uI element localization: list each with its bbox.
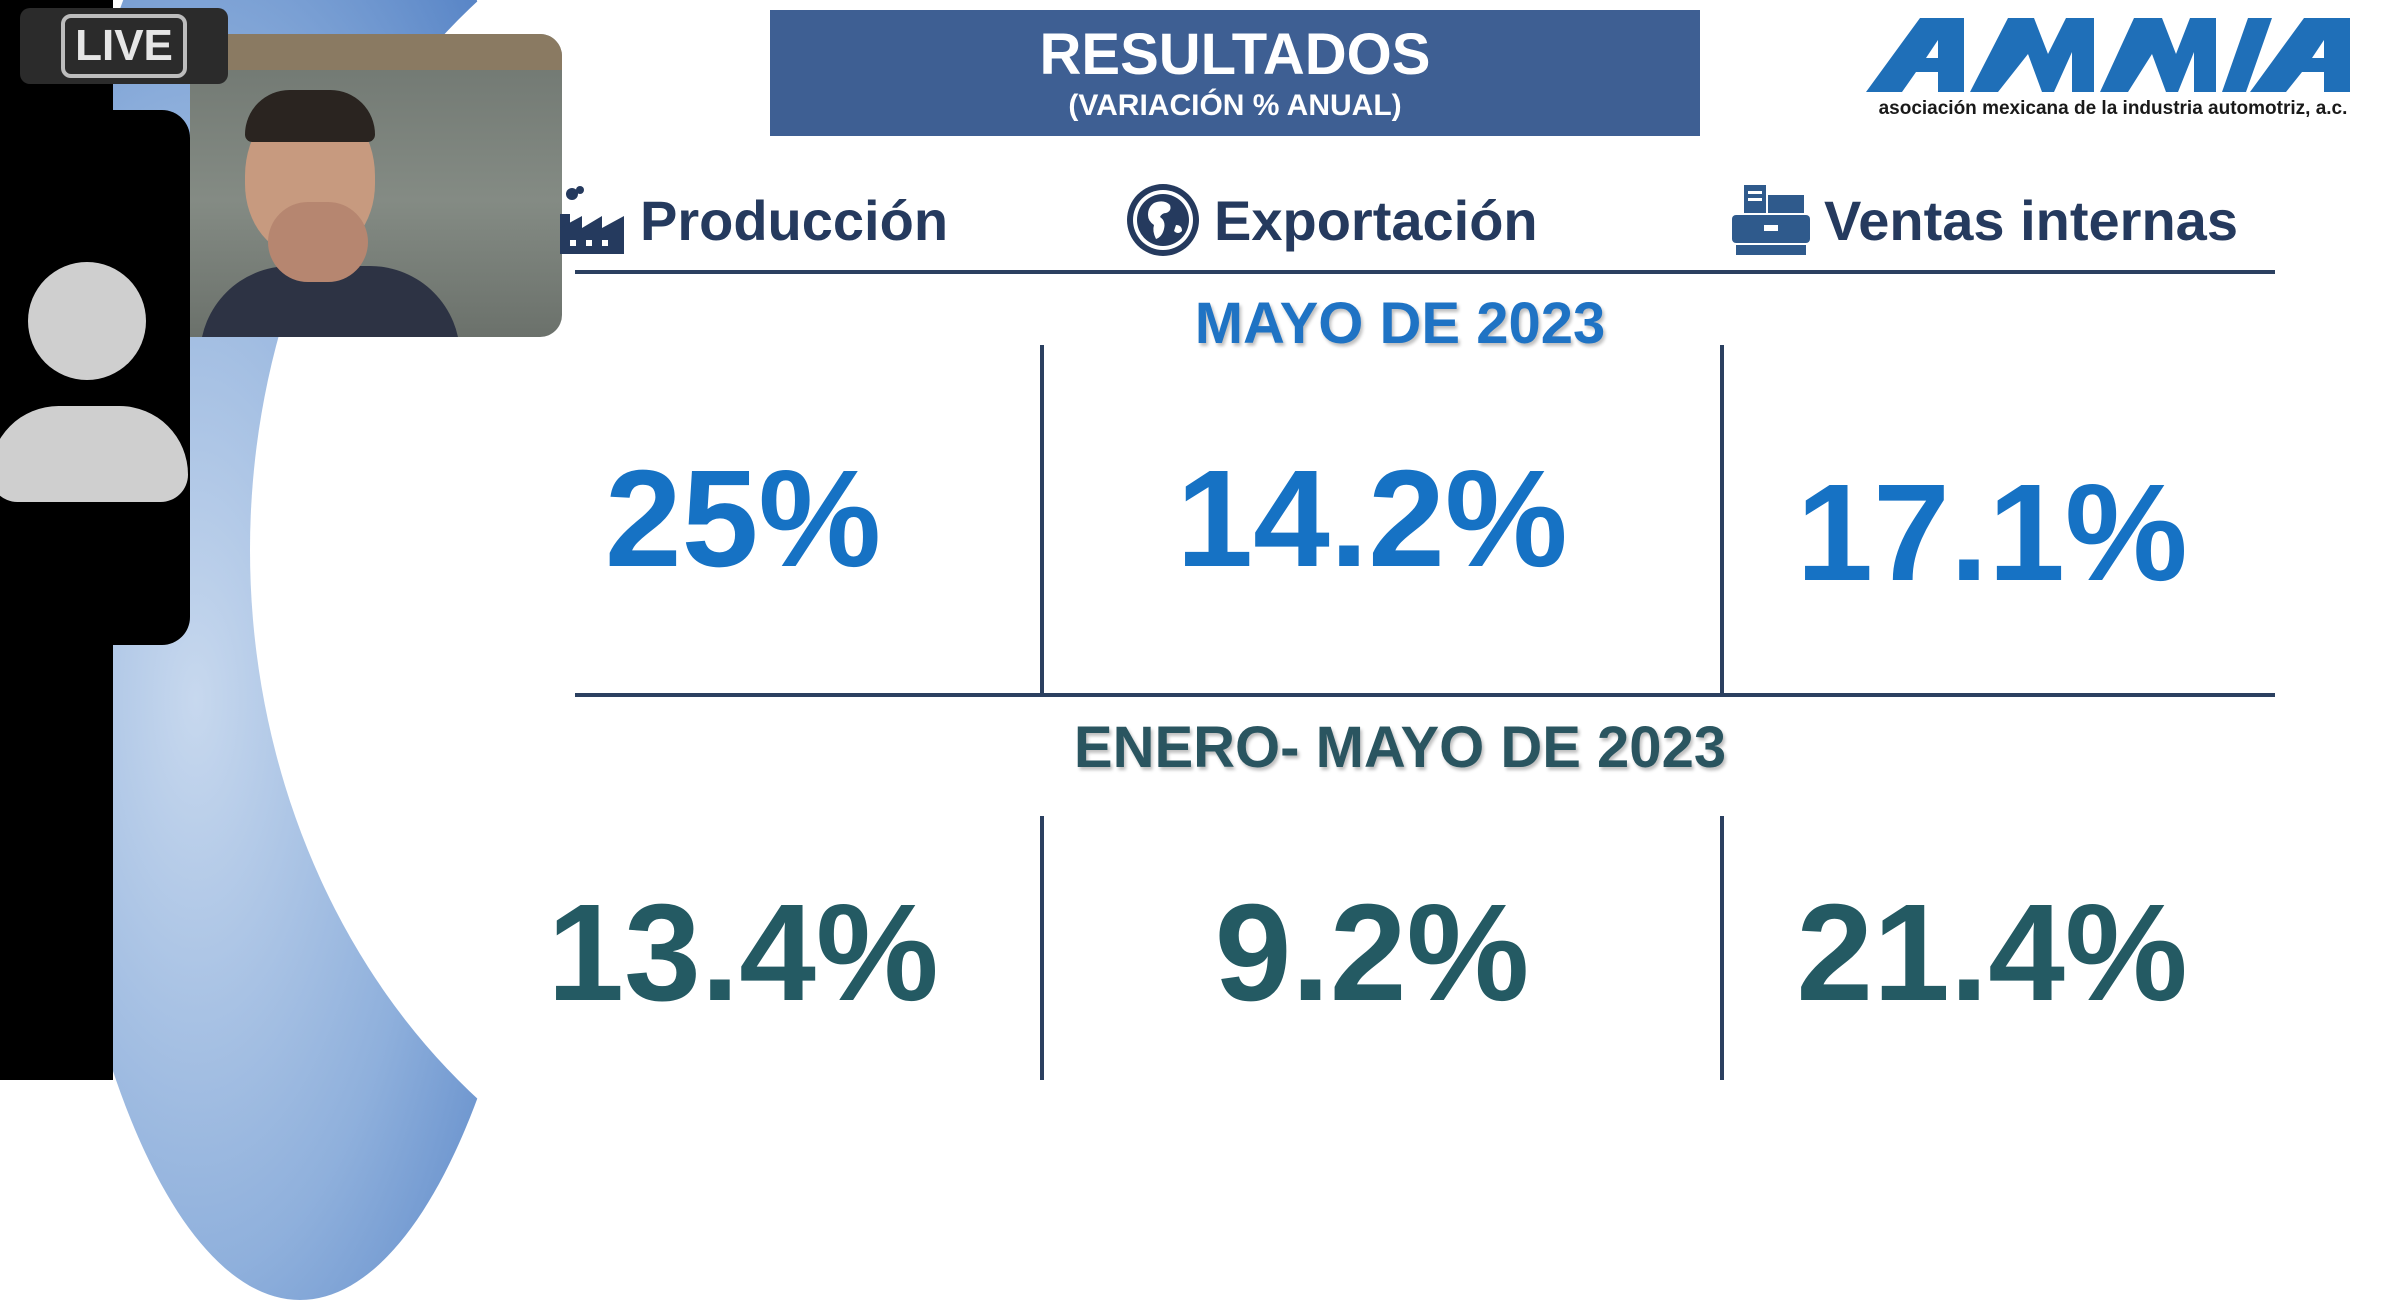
participant-tile[interactable] — [0, 110, 190, 645]
column-label: Producción — [640, 188, 949, 252]
speaker-hair — [245, 90, 375, 142]
slide-title: RESULTADOS — [1039, 22, 1431, 87]
header-divider — [575, 270, 2275, 274]
avatar-placeholder-body — [0, 406, 188, 502]
amia-logo — [1866, 18, 2350, 92]
column-label: Exportación — [1214, 188, 1538, 252]
live-label: LIVE — [61, 14, 187, 78]
period-title-mayo: MAYO DE 2023 — [1194, 291, 1606, 356]
period-title-enero-mayo: ENERO- MAYO DE 2023 — [1073, 715, 1727, 780]
value-enero-ventas: 21.4% — [1796, 876, 2188, 1030]
value-enero-produccion: 13.4% — [547, 876, 939, 1030]
column-divider — [1720, 816, 1724, 1080]
column-label: Ventas internas — [1824, 188, 2238, 252]
live-badge: LIVE — [20, 8, 228, 84]
cash-register-icon — [1732, 185, 1810, 255]
speaker-hands — [268, 202, 368, 282]
speaker-video[interactable] — [190, 34, 562, 337]
slide-background — [560, 0, 2400, 1080]
section-divider — [575, 693, 2275, 697]
column-header-exportacion: Exportación — [1124, 170, 1538, 270]
value-mayo-produccion: 25% — [604, 442, 882, 596]
column-divider — [1040, 816, 1044, 1080]
globe-icon — [1127, 184, 1199, 256]
value-mayo-exportacion: 14.2% — [1176, 442, 1568, 596]
video-background — [190, 34, 562, 70]
factory-icon — [560, 186, 624, 254]
title-banner: RESULTADOS (VARIACIÓN % ANUAL) — [770, 10, 1700, 136]
column-header-produccion: Producción — [556, 170, 948, 270]
column-divider — [1720, 345, 1724, 697]
logo-caption: asociación mexicana de la industria auto… — [1878, 98, 2348, 119]
column-header-ventas: Ventas internas — [1728, 170, 2238, 270]
column-divider — [1040, 345, 1044, 697]
value-enero-exportacion: 9.2% — [1214, 876, 1530, 1030]
value-mayo-ventas: 17.1% — [1796, 456, 2188, 610]
avatar-placeholder-icon — [28, 262, 146, 380]
slide-subtitle: (VARIACIÓN % ANUAL) — [1068, 89, 1402, 122]
